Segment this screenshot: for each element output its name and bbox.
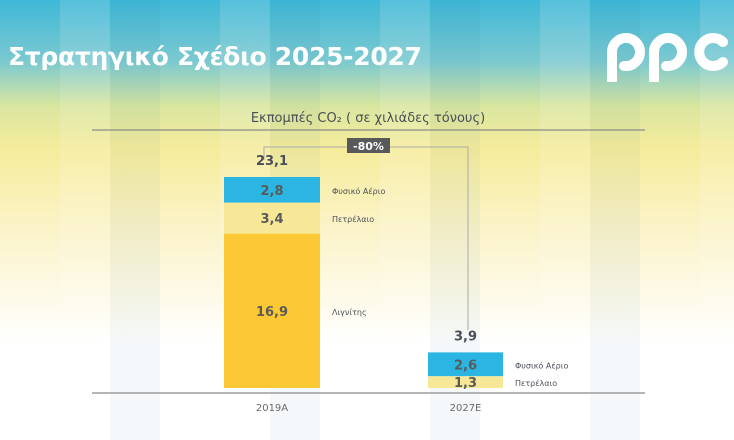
- bar-segment-2019A-2: [224, 177, 320, 203]
- segment-series-label: Φυσικό Αέριο: [332, 186, 385, 196]
- bar-total: 23,1: [256, 154, 288, 169]
- segment-series-label: Λιγνίτης: [332, 308, 367, 317]
- change-badge: [347, 138, 390, 153]
- segment-value: 3,4: [260, 212, 283, 227]
- bar-segment-2027E-1: [428, 376, 503, 388]
- page-title: Στρατηγικό Σχέδιο 2025-2027: [8, 42, 422, 71]
- segment-value: 2,6: [454, 358, 477, 373]
- bar-segment-2027E-2: [428, 352, 503, 377]
- bar-segment-2019A-1: [224, 202, 320, 234]
- segment-series-label: Πετρέλαιο: [515, 378, 557, 388]
- segment-series-label: Πετρέλαιο: [332, 214, 374, 224]
- bar-total: 3,9: [454, 329, 477, 344]
- change-label: -80%: [353, 140, 384, 153]
- x-tick-label: 2019A: [256, 403, 288, 414]
- segment-value: 1,3: [454, 376, 477, 391]
- x-tick-label: 2027E: [450, 403, 482, 414]
- chart-title: Εκπομπές CO₂ ( σε χιλιάδες τόνους): [251, 111, 485, 126]
- bar-segment-2019A-0: [224, 233, 320, 388]
- segment-value: 2,8: [260, 184, 283, 199]
- segment-value: 16,9: [256, 305, 288, 320]
- segment-series-label: Φυσικό Αέριο: [515, 360, 568, 370]
- ppc-logo: [604, 30, 730, 86]
